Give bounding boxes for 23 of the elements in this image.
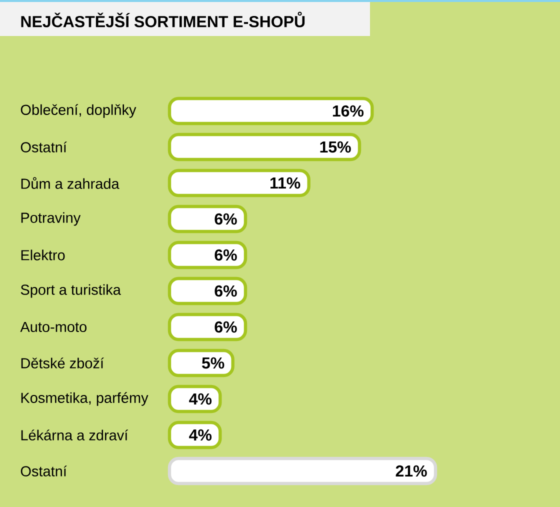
y-tick-label: Dětské zboží (21, 358, 104, 368)
data-label: 15% (320, 141, 351, 153)
y-tick-label: Oblečení, doplňky (20, 104, 136, 118)
y-tick-label: Lékárna a zdraví (21, 430, 128, 440)
y-tick-label: Dům a zahrada (21, 177, 120, 189)
data-label: 5% (202, 357, 224, 369)
y-tick-label: Potraviny (21, 212, 81, 226)
data-label: 11% (270, 177, 300, 189)
chart-title: NEJČASTĚJŠÍ SORTIMENT E-SHOPŮ (21, 12, 305, 28)
data-label: 6% (214, 249, 237, 261)
data-label: 6% (214, 321, 237, 333)
y-tick-label: Ostatní (20, 466, 67, 476)
y-tick-label: Elektro (21, 250, 65, 260)
data-label: 6% (214, 213, 237, 225)
y-tick-label: Auto-moto (20, 322, 86, 332)
data-label: 4% (189, 429, 212, 441)
data-label: 21% (396, 465, 427, 477)
y-tick-label: Kosmetika, parfémy (21, 392, 148, 406)
y-tick-label: Ostatní (20, 142, 67, 152)
y-tick-label: Sport a turistika (20, 284, 121, 298)
data-label: 4% (189, 393, 212, 405)
data-label: 16% (332, 105, 364, 117)
data-label: 6% (214, 285, 237, 297)
